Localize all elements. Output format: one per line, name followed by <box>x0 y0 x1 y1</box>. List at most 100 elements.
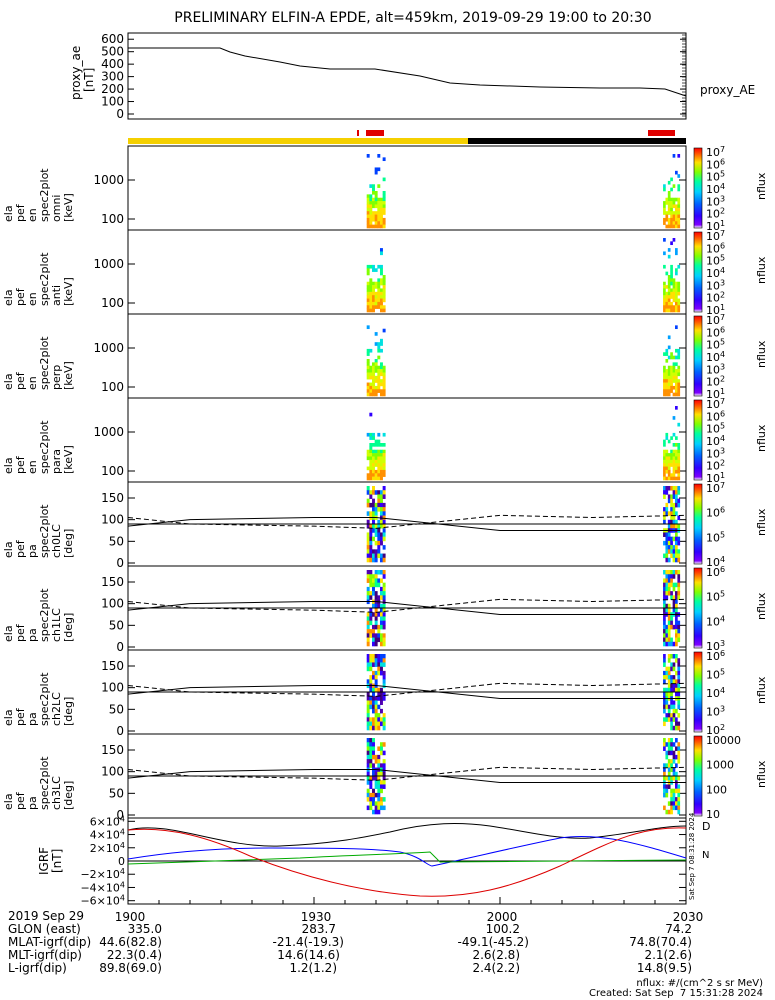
panel-ylabel-line: pef <box>14 455 27 474</box>
spectrogram-cell <box>379 473 383 477</box>
colorbar-tick-label: 105 <box>706 170 725 184</box>
spectrogram-cell <box>665 536 669 542</box>
spectrogram-cell <box>379 620 383 626</box>
footer-mlt-0: 22.3(0.4) <box>106 948 162 962</box>
panel-ylabel-line: ela <box>2 457 15 474</box>
spectrogram-cell <box>379 658 383 663</box>
spectrogram-cell <box>372 658 375 663</box>
spectrogram-cell <box>675 616 678 621</box>
spectrogram-cell <box>675 308 678 313</box>
spectrogram-cell <box>672 416 676 420</box>
spectrogram-cell <box>677 750 681 756</box>
spectrogram-cell <box>667 767 671 773</box>
spectrogram-cell <box>372 670 375 676</box>
spectrogram-cell <box>667 498 671 504</box>
spectrogram-cell <box>374 268 378 272</box>
spectrogram-cell <box>672 365 676 370</box>
spectrogram-cell <box>369 805 373 811</box>
spectrogram-cell <box>663 532 666 537</box>
spectrogram-cell <box>382 463 386 467</box>
spectrogram-cell <box>382 389 386 393</box>
units-note: nflux: #/(cm^2 s sr MeV) <box>636 978 763 989</box>
spectrogram-cell <box>374 362 378 367</box>
spectrogram-cell <box>366 382 370 387</box>
spectrogram-cell <box>677 184 681 188</box>
spectrogram-cell <box>672 708 676 714</box>
spectrogram-cell <box>663 385 666 390</box>
spectrogram-cell <box>670 679 673 684</box>
spectrogram-cell <box>366 201 370 205</box>
spectrogram-cell <box>667 355 671 360</box>
spectrogram-cell <box>377 670 381 676</box>
spectrogram-cell <box>670 759 673 764</box>
spectrogram-cell <box>377 469 381 474</box>
spectrogram-cell <box>665 379 669 383</box>
spectrogram-cell <box>366 281 370 286</box>
panel-ylabel-line: pef <box>14 371 27 390</box>
spectrogram-cell <box>369 217 373 222</box>
spectrogram-cell <box>382 750 386 756</box>
spectrogram-cell <box>372 473 375 477</box>
spectrogram-cell <box>675 524 678 529</box>
spectrogram-cell <box>663 591 666 596</box>
spectrogram-cell <box>663 439 666 444</box>
spectrogram-cell <box>382 443 386 447</box>
spectrogram-cell <box>379 204 383 209</box>
panel-ylabel-line: anti <box>50 285 63 306</box>
spectrogram-cell <box>369 456 373 461</box>
spectrogram-cell <box>670 675 673 680</box>
spectrogram-cell <box>366 700 370 705</box>
spectrogram-cell <box>675 805 678 811</box>
spectrogram-cell <box>369 666 373 672</box>
panel-ylabel-line: ela <box>2 625 15 642</box>
spectrogram-cell <box>366 750 370 756</box>
spectrogram-cell <box>667 750 671 756</box>
spectrogram-cell <box>379 612 383 617</box>
spectrogram-cell <box>665 359 669 363</box>
spectrogram-cell <box>677 679 681 684</box>
spectrogram-cell <box>665 675 669 680</box>
panel-ylabel-line: spec2plot <box>38 672 51 726</box>
panel-ytick-label: 100 <box>101 296 124 310</box>
spectrogram-cell <box>369 372 373 377</box>
spectrogram-cell <box>377 612 381 617</box>
spectrogram-cell <box>374 687 378 693</box>
spectrogram-cell <box>665 608 669 613</box>
spectrogram-cell <box>366 288 370 293</box>
spectrogram-cell <box>670 750 673 756</box>
spectrogram-cell <box>374 595 378 600</box>
spectrogram-cell <box>665 382 669 387</box>
spectrogram-cell <box>672 305 676 309</box>
spectrogram-cell <box>663 763 666 768</box>
spectrogram-cell <box>677 498 681 504</box>
panel-frame <box>127 313 687 399</box>
igrf-ytick-label: −4×104 <box>80 880 125 894</box>
ae-ytick-label: 200 <box>101 82 124 96</box>
spectrogram-cell <box>663 456 666 461</box>
spectrogram-cell <box>369 742 373 747</box>
spectrogram-cell <box>382 211 386 215</box>
colorbar-tick-label: 105 <box>706 338 725 352</box>
spectrogram-cell <box>379 507 383 512</box>
spectrogram-cell <box>663 746 666 751</box>
spectrogram-cell <box>382 574 386 579</box>
spectrogram-cell <box>670 187 673 192</box>
spectrogram-cell <box>675 557 678 563</box>
panel-ytick-label: 1000 <box>93 425 124 439</box>
spectrogram-cell <box>663 473 666 477</box>
spectrogram-cell <box>369 295 373 299</box>
spectrogram-cell <box>372 214 375 219</box>
spectrogram-cell <box>366 721 370 727</box>
colorbar-tick-label: 106 <box>706 409 725 423</box>
spectrogram-cell <box>667 305 671 309</box>
spectrogram-cell <box>374 620 378 626</box>
spectrogram-cell <box>382 780 386 785</box>
spectrogram-cell <box>672 679 676 684</box>
spectrogram-cell <box>369 536 373 542</box>
spectrogram-cell <box>663 449 666 454</box>
spectrogram-cell <box>372 443 375 447</box>
spectrogram-cell <box>369 662 373 667</box>
spectrogram-cell <box>672 750 676 756</box>
spectrogram-cell <box>377 355 381 360</box>
spectrogram-cell <box>670 211 673 215</box>
